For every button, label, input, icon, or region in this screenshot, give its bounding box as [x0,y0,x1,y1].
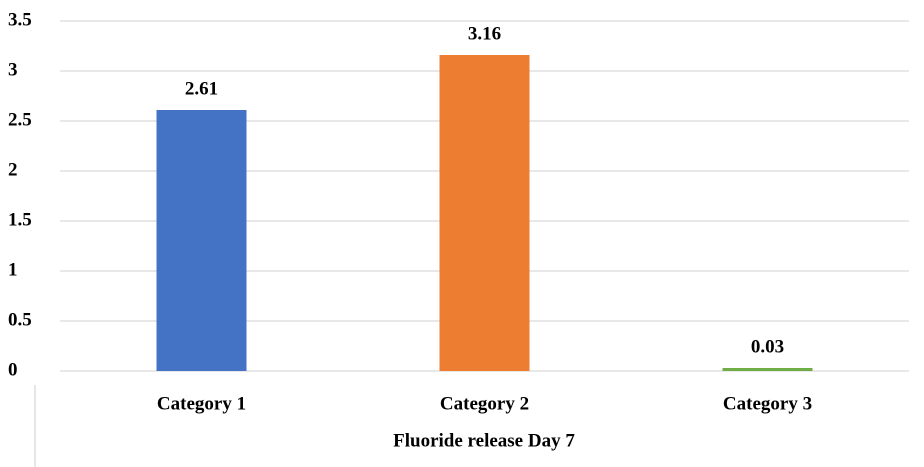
x-axis-title: Fluoride release Day 7 [393,430,575,451]
data-label: 0.03 [751,336,784,357]
y-tick-label: 3 [8,59,18,80]
bar [722,368,813,371]
x-tick-label: Category 2 [440,393,529,414]
y-tick-label: 3.5 [8,9,32,30]
y-tick-label: 0.5 [8,309,32,330]
y-tick-label: 2.5 [8,109,32,130]
y-tick-label: 2 [8,159,18,180]
y-tick-label: 1.5 [8,209,32,230]
bar [156,110,247,371]
x-tick-label: Category 3 [723,393,812,414]
data-label: 3.16 [468,23,501,44]
bar [439,55,530,371]
y-tick-label: 1 [8,259,18,280]
x-tick-label: Category 1 [157,393,246,414]
data-label: 2.61 [185,78,218,99]
y-tick-label: 0 [8,359,18,380]
